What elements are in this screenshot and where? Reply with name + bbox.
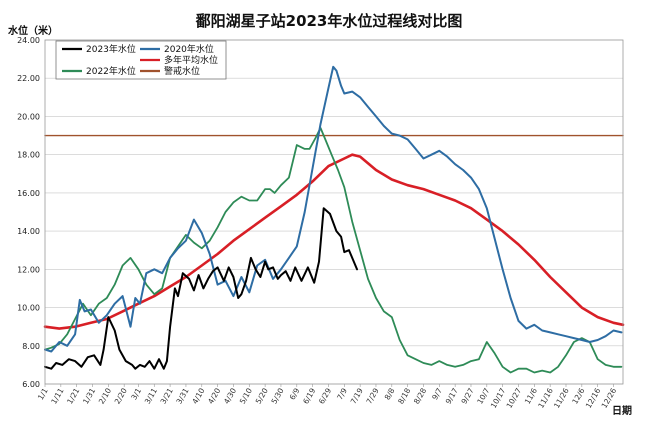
y-tick-label: 8.00 [22, 342, 40, 351]
y-tick-label: 12.00 [17, 265, 40, 274]
y-tick-label: 16.00 [17, 189, 40, 198]
y-tick-label: 24.00 [17, 36, 40, 45]
x-axis-label: 日期 [612, 404, 632, 417]
y-tick-label: 22.00 [17, 74, 40, 83]
legend-label-4: 2022年水位 [86, 65, 136, 77]
legend-label-3: 警戒水位 [164, 65, 200, 77]
y-tick-label: 18.00 [17, 151, 40, 160]
series-line-4 [44, 127, 623, 374]
y-axis-ticks: 6.00 8.00 10.00 12.00 14.00 16.00 18.00 20.00 22… [17, 36, 40, 389]
legend-label-0: 2023年水位 [86, 43, 136, 55]
series-line-1 [44, 65, 623, 353]
chart-title: 鄱阳湖星子站2023年水位过程线对比图 [195, 12, 463, 30]
y-axis-label: 水位（米） [7, 24, 58, 37]
y-tick-label: 20.00 [17, 112, 40, 121]
legend-label-1: 2020年水位 [164, 43, 214, 55]
series-layer [43, 65, 625, 374]
series-line-0 [44, 207, 358, 370]
y-tick-label: 14.00 [17, 227, 40, 236]
y-tick-label: 6.00 [22, 380, 40, 389]
plot-frame [44, 39, 624, 385]
series-line-2 [43, 153, 625, 330]
legend-label-2: 多年平均水位 [164, 54, 218, 66]
y-tick-label: 10.00 [17, 304, 40, 313]
